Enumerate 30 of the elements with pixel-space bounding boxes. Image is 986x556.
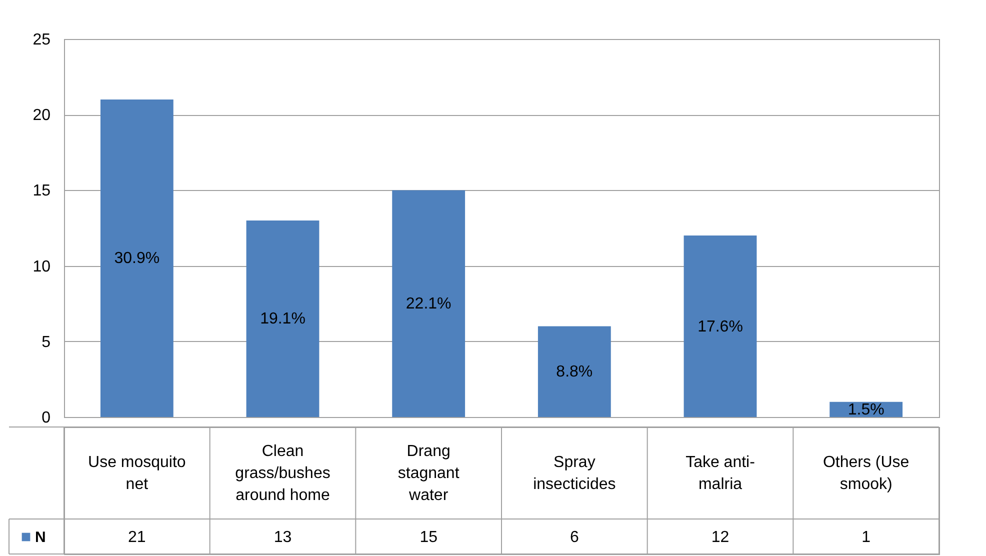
annotation: 17.6% <box>698 318 743 336</box>
y-tick-label: 15 <box>32 182 51 200</box>
data-label: 1 <box>862 529 871 546</box>
bar <box>246 220 320 417</box>
legend-label: N <box>35 529 46 546</box>
data-label: 13 <box>274 529 292 546</box>
data-label: 15 <box>420 529 438 546</box>
annotation: 8.8% <box>556 364 593 381</box>
data-label: 6 <box>570 529 579 546</box>
bar <box>684 236 757 417</box>
y-tick-label: 10 <box>32 258 51 276</box>
annotation: 19.1% <box>260 310 306 328</box>
data-label: 21 <box>128 529 146 546</box>
x-tick-label: Clean grass/bushes around home <box>235 443 330 504</box>
x-tick-label: Spray insecticides <box>533 454 616 493</box>
x-tick-label: Others (Use smook) <box>822 454 910 493</box>
annotation: 22.1% <box>406 296 452 313</box>
x-tick-label: Use mosquito net <box>88 454 186 493</box>
y-tick-label: 20 <box>32 107 51 124</box>
bar <box>100 99 174 417</box>
x-tick-label: Take anti-malria <box>686 454 755 493</box>
y-tick-label: 25 <box>32 32 51 48</box>
bar <box>538 326 611 417</box>
y-tick-label: 0 <box>42 410 51 426</box>
annotation: 1.5% <box>848 401 884 418</box>
x-tick-label: Drang stagnant water <box>398 443 460 504</box>
bar <box>392 190 466 417</box>
data-label: 12 <box>711 529 730 546</box>
y-tick-label: 5 <box>42 334 51 351</box>
annotation: 30.9% <box>114 250 160 268</box>
